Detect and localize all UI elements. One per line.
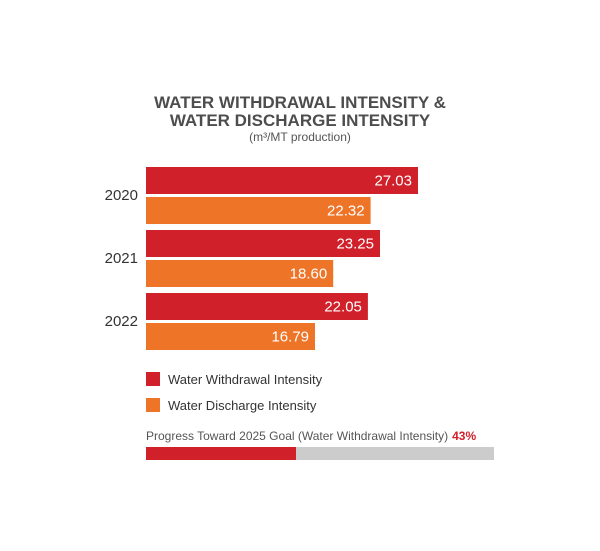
- legend-item-discharge: Water Discharge Intensity: [146, 397, 316, 413]
- bar-discharge-2021: [146, 260, 334, 287]
- progress-percent: 43%: [452, 429, 477, 443]
- y-tick-label-2020: 2020: [105, 187, 138, 204]
- legend-label-withdrawal: Water Withdrawal Intensity: [168, 371, 323, 387]
- bar-withdrawal-2021: [146, 230, 380, 257]
- data-label-discharge-2021: 18.60: [290, 265, 328, 282]
- bar-discharge-2022: [146, 323, 315, 350]
- progress-label-text: Progress Toward 2025 Goal (Water Withdra…: [146, 429, 449, 443]
- legend-swatch-discharge: [146, 398, 160, 412]
- legend-label-discharge: Water Discharge Intensity: [168, 397, 317, 413]
- progress-label: Progress Toward 2025 Goal (Water Withdra…: [146, 429, 476, 443]
- chart-title-line-2: WATER DISCHARGE INTENSITY: [169, 111, 431, 130]
- data-label-discharge-2022: 16.79: [271, 328, 309, 345]
- data-label-discharge-2020: 22.32: [327, 202, 365, 219]
- bar-withdrawal-2020: [146, 167, 418, 194]
- y-tick-label-2022: 2022: [105, 313, 138, 330]
- data-label-withdrawal-2020: 27.03: [374, 172, 412, 189]
- progress-bar-track: [146, 447, 494, 460]
- chart-title-line-1: WATER WITHDRAWAL INTENSITY &: [154, 93, 446, 112]
- data-label-withdrawal-2021: 23.25: [336, 235, 374, 252]
- progress-bar-fill: [146, 447, 296, 460]
- bar-discharge-2020: [146, 197, 371, 224]
- legend-swatch-withdrawal: [146, 372, 160, 386]
- chart-subtitle: (m³/MT production): [249, 130, 351, 144]
- legend-item-withdrawal: Water Withdrawal Intensity: [146, 371, 322, 387]
- y-tick-label-2021: 2021: [105, 250, 138, 267]
- data-label-withdrawal-2022: 22.05: [324, 298, 362, 315]
- bar-withdrawal-2022: [146, 293, 368, 320]
